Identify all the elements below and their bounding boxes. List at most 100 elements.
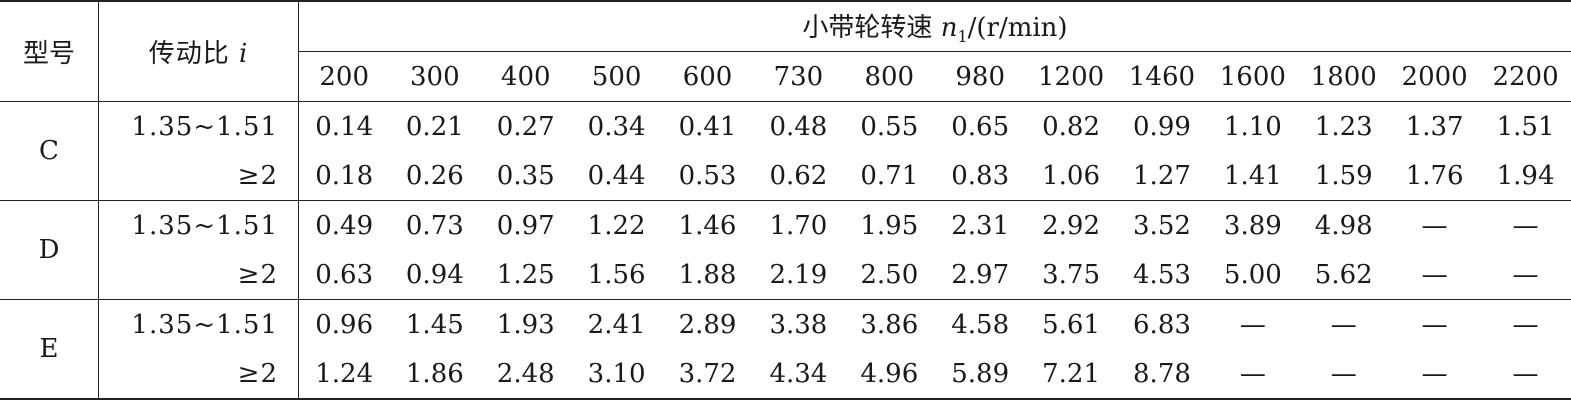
value-cell: 1.56 [587, 259, 646, 290]
table-row: E 1.35~1.51 0.96 1.45 1.93 2.41 2.89 3.38 3.86 4.… [0, 299, 1571, 399]
value-cell: — [1330, 358, 1357, 389]
header-ratio-symbol: i [238, 39, 249, 69]
value-cell: 0.27 [480, 101, 572, 151]
value-cell: 5.62 [1314, 259, 1373, 290]
value-cell: 1.27 [1133, 160, 1191, 191]
value-cell: 7.21 [1042, 358, 1101, 389]
speed-header: 730 [752, 51, 844, 102]
speed-header: 980 [934, 51, 1026, 102]
ratio-cell: ≥2 [98, 250, 299, 300]
value-cell: 3.72 [678, 358, 737, 389]
header-speed-subscript: 1 [957, 27, 968, 47]
value-cell: 0.62 [769, 160, 828, 191]
value-cell: 1.41 [1223, 160, 1282, 191]
value-cell: 2.89 [662, 299, 753, 349]
table-row: ≥2 0.18 0.26 0.35 0.44 0.53 0.62 0.71 0.83 1.06 1.… [0, 151, 1571, 201]
value-cell: 0.82 [1025, 101, 1117, 151]
value-cell: 1.23 [1298, 101, 1390, 151]
value-cell: 1.06 [1042, 160, 1101, 191]
value-cell: 6.83 [1116, 299, 1208, 349]
value-cell: 0.21 [389, 101, 481, 151]
value-cell: — [1480, 200, 1571, 250]
ratio-cell: 1.35~1.51 [98, 101, 299, 151]
table-row: C 1.35~1.51 0.14 0.21 0.27 0.34 0.41 0.48 0.55 0.… [0, 101, 1571, 201]
header-type: 型号 [0, 1, 99, 102]
value-cell: 1.70 [752, 200, 844, 250]
header-speed-unit: /(r/min) [967, 12, 1068, 43]
value-cell: 0.48 [752, 101, 844, 151]
value-cell: — [1421, 259, 1448, 290]
value-cell: 2.31 [934, 200, 1026, 250]
speed-header: 1600 [1207, 51, 1299, 102]
ratio-cell: 1.35~1.51 [98, 299, 299, 349]
value-cell: 0.41 [662, 101, 753, 151]
header-ratio: 传动比 i [98, 1, 299, 102]
value-cell: 1.10 [1207, 101, 1299, 151]
value-cell: 4.96 [860, 358, 919, 389]
value-cell: — [1421, 358, 1448, 389]
value-cell: 3.86 [843, 299, 935, 349]
value-cell: 1.24 [315, 358, 374, 389]
value-cell: 4.58 [934, 299, 1026, 349]
value-cell: 1.94 [1496, 160, 1555, 191]
header-speed-text: 小带轮转速 [802, 12, 933, 43]
table-row: D 1.35~1.51 0.49 0.73 0.97 1.22 1.46 1.70 1.95 2.… [0, 200, 1571, 300]
value-cell: 4.34 [769, 358, 828, 389]
value-cell: 3.52 [1116, 200, 1208, 250]
value-cell: 4.53 [1133, 259, 1191, 290]
value-cell: 0.18 [315, 160, 374, 191]
value-cell: 0.99 [1116, 101, 1208, 151]
speed-header: 500 [571, 51, 663, 102]
value-cell: 1.93 [480, 299, 572, 349]
value-cell: — [1389, 200, 1481, 250]
value-cell: 8.78 [1133, 358, 1191, 389]
value-cell: 0.65 [934, 101, 1026, 151]
value-cell: 0.97 [480, 200, 572, 250]
type-cell: C [0, 101, 99, 201]
value-cell: 1.51 [1480, 101, 1571, 151]
type-cell: D [0, 200, 99, 300]
value-cell: 1.86 [405, 358, 464, 389]
speed-header: 200 [298, 51, 390, 102]
value-cell: 0.63 [315, 259, 374, 290]
value-cell: 1.46 [662, 200, 753, 250]
header-speed-symbol: n [940, 12, 958, 43]
table-row: ≥2 1.24 1.86 2.48 3.10 3.72 4.34 4.96 5.89 7.21 8.… [0, 349, 1571, 399]
value-cell: 0.44 [587, 160, 646, 191]
value-cell: 1.45 [389, 299, 481, 349]
value-cell: 2.50 [860, 259, 919, 290]
speeds-row: 200 300 400 500 600 730 800 980 1200 1460 1600 1800… [0, 51, 1571, 102]
speed-header: 400 [480, 51, 572, 102]
speed-header: 2000 [1389, 51, 1481, 102]
value-cell: 2.19 [769, 259, 828, 290]
table-row: ≥2 0.63 0.94 1.25 1.56 1.88 2.19 2.50 2.97 3.75 4.… [0, 250, 1571, 300]
value-cell: 3.38 [752, 299, 844, 349]
speed-header: 1800 [1298, 51, 1390, 102]
value-cell: 3.89 [1207, 200, 1299, 250]
value-cell: 0.53 [678, 160, 737, 191]
value-cell: 2.48 [496, 358, 555, 389]
value-cell: — [1512, 358, 1539, 389]
value-cell: 4.98 [1298, 200, 1390, 250]
header-speed: 小带轮转速 n1/(r/min) [298, 1, 1571, 52]
ratio-cell: ≥2 [98, 349, 299, 399]
value-cell: 2.92 [1025, 200, 1117, 250]
value-cell: — [1239, 358, 1266, 389]
type-cell: E [0, 299, 99, 399]
value-cell: 0.26 [405, 160, 464, 191]
value-cell: 5.00 [1223, 259, 1282, 290]
value-cell: 0.73 [389, 200, 481, 250]
value-cell: 1.25 [496, 259, 555, 290]
value-cell: 1.88 [678, 259, 737, 290]
value-cell: 2.97 [951, 259, 1010, 290]
speed-header: 800 [843, 51, 935, 102]
speed-header: 600 [662, 51, 753, 102]
value-cell: 0.34 [571, 101, 663, 151]
value-cell: — [1298, 299, 1390, 349]
ratio-cell: 1.35~1.51 [98, 200, 299, 250]
value-cell: 0.71 [860, 160, 919, 191]
value-cell: 0.83 [951, 160, 1010, 191]
value-cell: 2.41 [571, 299, 663, 349]
